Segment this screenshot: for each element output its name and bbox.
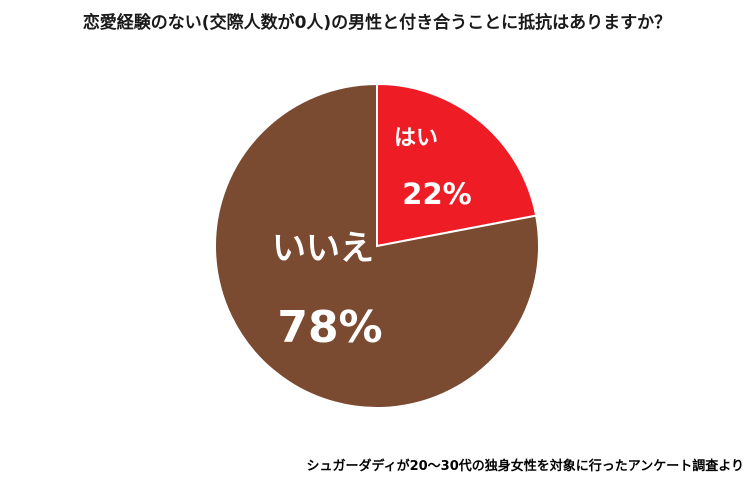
slice-value-no: 78% [277,302,382,353]
slice-label-no: いいえ [272,229,374,269]
pie-slice-no [214,82,540,409]
pie-slices [214,82,540,409]
slice-value-yes: 22% [402,177,471,211]
pie-labels: はい 22% いいえ 78% [272,126,472,353]
slice-label-yes: はい [394,126,438,151]
pie-slice-yes [376,82,538,248]
source-note: シュガーダディが20～30代の独身女性を対象に行ったアンケート調査より [306,459,745,474]
chart-title: 恋愛経験のない(交際人数が0人)の男性と付き合うことに抵抗はありますか？ [82,13,672,33]
